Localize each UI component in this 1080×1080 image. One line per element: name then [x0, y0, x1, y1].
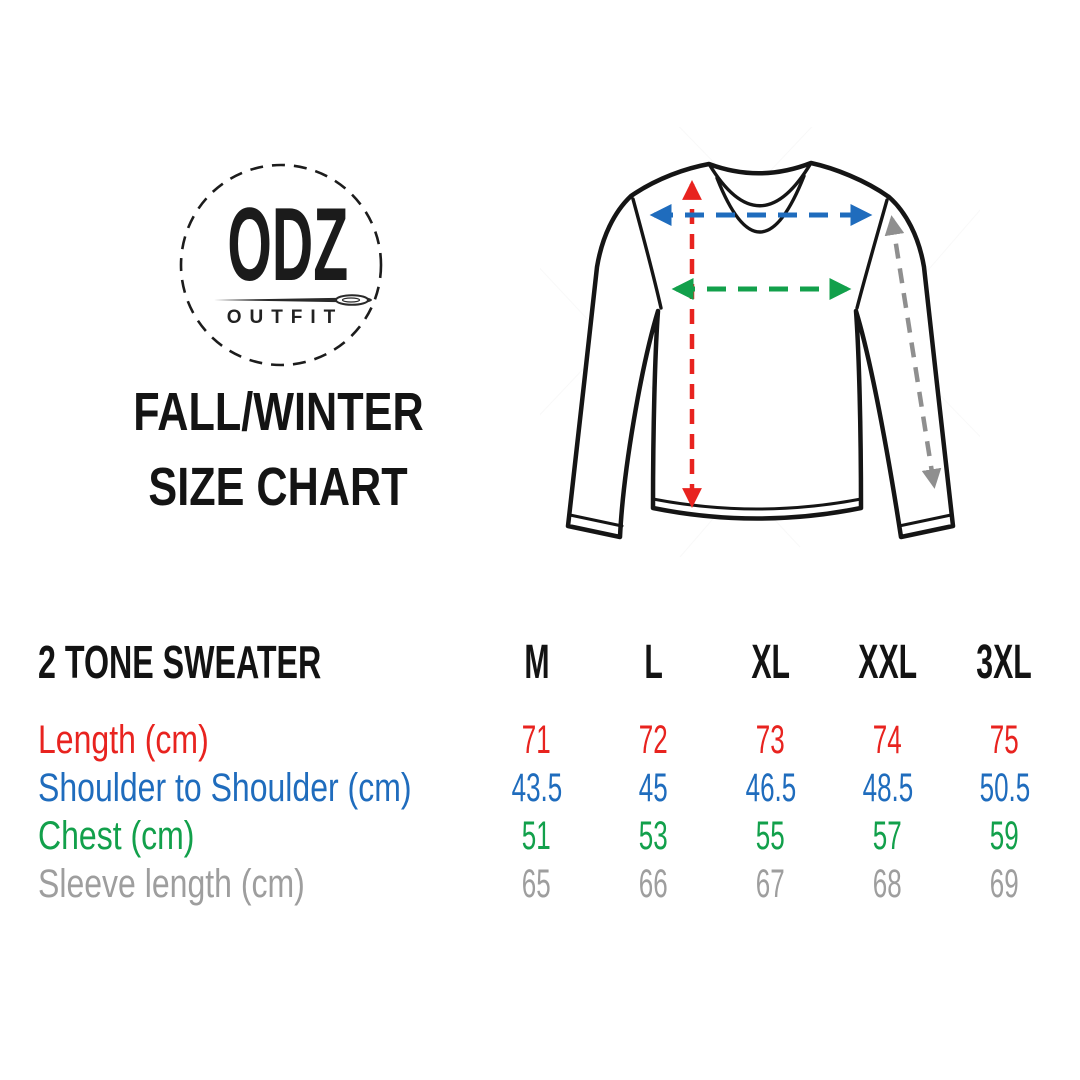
value-cell: 65	[522, 861, 551, 906]
value-cell: 73	[756, 717, 785, 762]
value-cell: 74	[873, 717, 902, 762]
value-cell: 59	[990, 813, 1019, 858]
table-row-chest: Chest (cm) 51 53 55 57 59	[38, 812, 1064, 860]
size-header-m: M	[523, 635, 550, 689]
size-header-l: L	[644, 635, 663, 689]
value-cell: 46.5	[745, 765, 796, 810]
product-name: 2 TONE SWEATER	[38, 636, 322, 688]
row-label: Shoulder to Shoulder (cm)	[38, 765, 412, 810]
size-table: 2 TONE SWEATER M L XL XXL 3XL Length (cm…	[38, 634, 1064, 908]
value-cell: 67	[756, 861, 785, 906]
value-cell: 55	[756, 813, 785, 858]
value-cell: 68	[873, 861, 902, 906]
table-row-shoulder: Shoulder to Shoulder (cm) 43.5 45 46.5 4…	[38, 764, 1064, 812]
table-row-length: Length (cm) 71 72 73 74 75	[38, 716, 1064, 764]
value-cell: 48.5	[862, 765, 913, 810]
brand-tagline: OUTFIT	[226, 307, 344, 328]
sleeve-length-arrow	[884, 215, 942, 489]
needle-icon	[214, 294, 372, 306]
value-cell: 53	[639, 813, 668, 858]
page-title: FALL/WINTER SIZE CHART	[0, 375, 556, 525]
size-table-header-row: 2 TONE SWEATER M L XL XXL 3XL	[38, 634, 1064, 690]
logo-dashed-circle	[179, 163, 383, 367]
row-label: Chest (cm)	[38, 813, 195, 858]
brand-name: ODZ	[227, 187, 349, 303]
brand-logo: ODZ	[178, 187, 384, 303]
title-line-1: FALL/WINTER	[132, 382, 424, 442]
table-row-sleeve: Sleeve length (cm) 65 66 67 68 69	[38, 860, 1064, 908]
value-cell: 69	[990, 861, 1019, 906]
value-cell: 72	[639, 717, 668, 762]
value-cell: 51	[522, 813, 551, 858]
value-cell: 71	[522, 717, 551, 762]
title-line-2: SIZE CHART	[148, 457, 408, 517]
value-cell: 66	[639, 861, 668, 906]
value-cell: 57	[873, 813, 902, 858]
row-label: Length (cm)	[38, 717, 209, 762]
size-header-xl: XL	[751, 635, 790, 689]
value-cell: 45	[639, 765, 668, 810]
value-cell: 43.5	[511, 765, 562, 810]
size-header-xxl: XXL	[858, 635, 917, 689]
size-header-3xl: 3XL	[976, 635, 1033, 689]
value-cell: 50.5	[979, 765, 1030, 810]
value-cell: 75	[990, 717, 1019, 762]
sweater-outline	[565, 160, 956, 540]
sweater-diagram	[540, 127, 980, 557]
row-label: Sleeve length (cm)	[38, 861, 305, 906]
